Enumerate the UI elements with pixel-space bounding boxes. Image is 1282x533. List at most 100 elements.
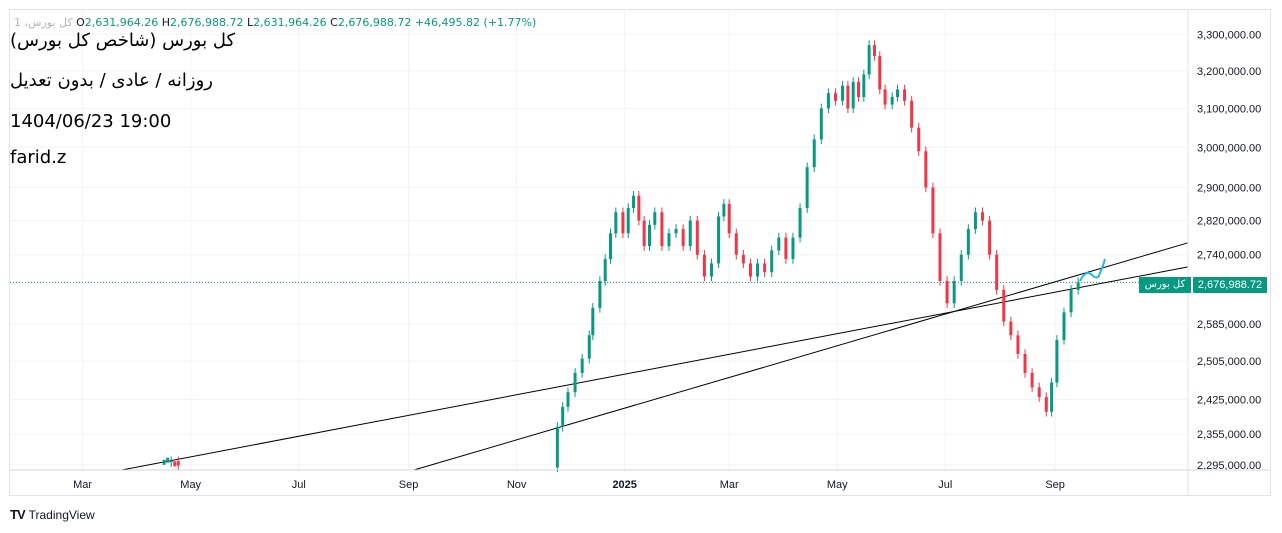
candle-body <box>805 167 809 209</box>
open-key: O <box>76 16 85 29</box>
candle-body <box>555 426 559 468</box>
candle-body <box>176 461 180 466</box>
candle-body <box>695 220 699 255</box>
candle-body <box>952 280 956 304</box>
y-tick-label: 2,585,000.00 <box>1197 319 1261 331</box>
candle-body <box>872 45 876 57</box>
candle-body <box>169 461 173 463</box>
candle-body <box>770 250 774 273</box>
candle-body <box>587 335 591 359</box>
y-tick-label: 2,355,000.00 <box>1197 429 1261 441</box>
candle-body <box>819 108 823 140</box>
candle-body <box>660 212 664 247</box>
candle-body <box>784 237 788 260</box>
grid-layer <box>10 10 1188 470</box>
note-symbol-name: کل بورس (شاخص کل بورس) <box>10 30 236 51</box>
axis-layer: 3,300,000.00 3,200,000.00 3,100,000.00 3,00… <box>10 10 1270 495</box>
y-tick-label: 2,740,000.00 <box>1197 250 1261 262</box>
low-value: 2,631,964.26 <box>253 16 327 29</box>
candle-body <box>162 459 166 465</box>
candle-body <box>674 229 678 234</box>
candle-body <box>1076 282 1080 290</box>
candle-body <box>573 372 577 393</box>
y-tick-label: 2,295,000.00 <box>1197 460 1261 472</box>
candle-body <box>722 203 726 217</box>
candle-body <box>1037 387 1041 398</box>
candle-body <box>598 280 602 308</box>
candle-body <box>748 263 752 277</box>
symbol-label[interactable]: کل بورس، 1 <box>14 16 73 29</box>
x-tick-label: 2025 <box>612 479 636 491</box>
x-tick-label: Jul <box>292 479 306 491</box>
note-author: farid.z <box>10 147 67 168</box>
high-key: H <box>161 16 171 29</box>
candle-body <box>959 254 963 281</box>
candle-body <box>1050 382 1054 412</box>
candle-body <box>1016 335 1020 354</box>
candle-body <box>566 392 570 407</box>
candle-body <box>591 307 595 336</box>
candle-body <box>632 195 636 209</box>
candle-body <box>846 85 850 109</box>
open-value: 2,631,964.26 <box>84 16 159 29</box>
candle-body <box>981 212 985 221</box>
candle-body <box>883 89 887 105</box>
candle-body <box>1062 312 1066 340</box>
candle-body <box>614 212 618 234</box>
projection-sketch <box>1079 258 1106 282</box>
candle-body <box>1009 321 1013 336</box>
y-tick-label: 3,100,000.00 <box>1197 103 1261 115</box>
candle-body <box>988 220 992 255</box>
candle-body <box>741 254 745 264</box>
candle-body <box>763 263 767 273</box>
candle-body <box>1069 289 1073 313</box>
tradingview-brand[interactable]: TV TradingView <box>10 507 95 522</box>
candle-body <box>890 96 894 105</box>
candle-body <box>791 237 795 260</box>
candle-body <box>1030 372 1034 388</box>
candle-body <box>826 93 830 109</box>
trendline-layer <box>121 242 1189 471</box>
candle-body <box>931 187 935 234</box>
y-tick-label: 2,425,000.00 <box>1197 395 1261 407</box>
brand-name: TradingView <box>28 507 95 522</box>
change-value: +46,495.82 (+1.77%) <box>414 16 537 29</box>
candle-body <box>709 263 713 277</box>
candle-body <box>1044 397 1048 412</box>
candle-body <box>667 233 671 247</box>
candle-body <box>1023 353 1027 373</box>
y-tick-label: 3,000,000.00 <box>1197 142 1261 154</box>
candle-body <box>637 195 641 221</box>
candle-body <box>166 457 170 463</box>
candles-layer <box>162 40 1080 473</box>
candle-body <box>1002 289 1006 322</box>
x-tick-label: Nov <box>507 479 527 491</box>
candle-body <box>734 233 738 255</box>
candle-body <box>580 358 584 373</box>
y-tick-label: 2,820,000.00 <box>1197 216 1261 228</box>
x-tick-label: May <box>827 479 848 491</box>
candle-body <box>717 216 721 264</box>
candle-body <box>173 461 177 467</box>
chart-frame[interactable] <box>9 9 1271 496</box>
candle-body <box>973 212 977 230</box>
candle-body <box>621 212 625 234</box>
candle-body <box>917 127 921 152</box>
candle-body <box>681 229 685 247</box>
candle-body <box>647 224 651 247</box>
candle-body <box>862 74 866 97</box>
candle-body <box>857 81 861 97</box>
note-datetime: 1404/06/23 19:00 <box>10 111 172 132</box>
candle-body <box>867 45 871 75</box>
candle-body <box>561 406 565 427</box>
close-value: 2,676,988.72 <box>337 16 412 29</box>
candle-body <box>688 220 692 247</box>
x-tick-label: Mar <box>73 479 92 491</box>
x-tick-label: Mar <box>720 479 739 491</box>
candle-body <box>903 89 907 101</box>
x-tick-label: Sep <box>1045 479 1065 491</box>
x-tick-label: May <box>180 479 201 491</box>
low-key: L <box>247 16 254 29</box>
candle-body <box>938 233 942 281</box>
